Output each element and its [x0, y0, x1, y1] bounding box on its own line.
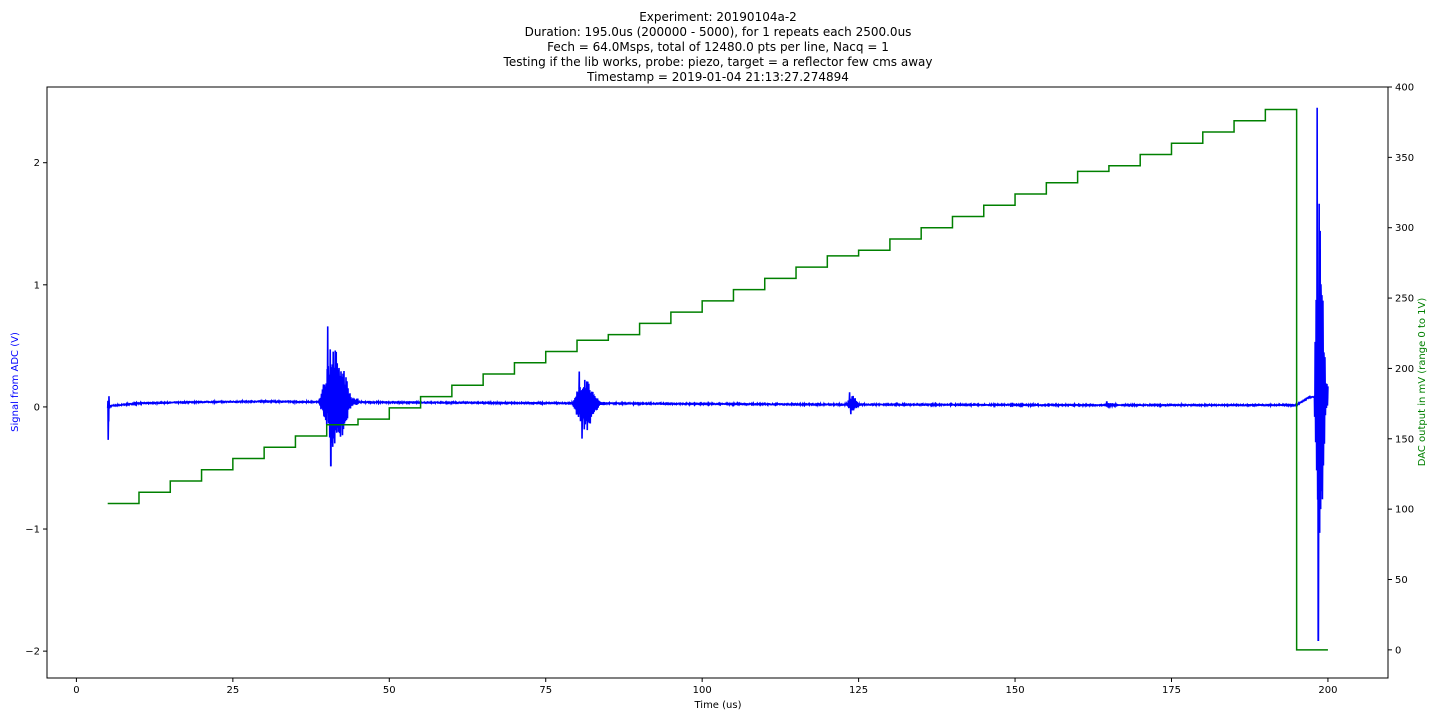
- x-axis-ticks: 0 25 50 75 100 125 150 175 200: [73, 678, 1337, 696]
- title-line-sampling: Fech = 64.0Msps, total of 12480.0 pts pe…: [547, 40, 889, 54]
- x-tick-label: 150: [1006, 685, 1025, 696]
- y-left-tick-label: −1: [25, 525, 40, 536]
- y-right-tick-label: 50: [1395, 575, 1408, 586]
- x-axis-label: Time (us): [693, 700, 741, 711]
- x-tick-label: 125: [849, 685, 868, 696]
- x-tick-label: 200: [1318, 685, 1337, 696]
- y-left-tick-label: 2: [34, 158, 40, 169]
- y-left-tick-label: −2: [25, 647, 40, 658]
- y-right-tick-label: 200: [1395, 364, 1414, 375]
- y-left-axis-label: Signal from ADC (V): [10, 332, 21, 432]
- y-right-tick-label: 250: [1395, 294, 1414, 305]
- y-right-tick-label: 150: [1395, 434, 1414, 445]
- title-line-timestamp: Timestamp = 2019-01-04 21:13:27.274894: [586, 70, 849, 84]
- x-tick-label: 75: [539, 685, 552, 696]
- x-tick-label: 0: [73, 685, 79, 696]
- x-tick-label: 25: [226, 685, 239, 696]
- y-right-tick-label: 400: [1395, 83, 1414, 94]
- title-line-experiment: Experiment: 20190104a-2: [639, 10, 797, 24]
- x-tick-label: 50: [383, 685, 396, 696]
- y-right-tick-label: 350: [1395, 153, 1414, 164]
- adc-signal-line: [106, 107, 1329, 641]
- title-line-description: Testing if the lib works, probe: piezo, …: [503, 55, 933, 69]
- y-left-axis-ticks: −2 −1 0 1 2: [25, 158, 47, 658]
- y-right-tick-label: 300: [1395, 223, 1414, 234]
- x-tick-label: 175: [1162, 685, 1181, 696]
- y-right-axis-ticks: 0 50 100 150 200 250 300 350 400: [1388, 83, 1414, 656]
- y-left-tick-label: 0: [34, 402, 40, 413]
- x-tick-label: 100: [693, 685, 712, 696]
- plot-frame: [46, 86, 1389, 679]
- y-left-tick-label: 1: [34, 280, 40, 291]
- y-right-tick-label: 0: [1395, 645, 1401, 656]
- y-right-tick-label: 100: [1395, 505, 1414, 516]
- plot-series: [106, 107, 1329, 651]
- chart-title: Experiment: 20190104a-2 Duration: 195.0u…: [503, 10, 933, 84]
- y-right-axis-label: DAC output in mV (range 0 to 1V): [1417, 298, 1428, 467]
- title-line-duration: Duration: 195.0us (200000 - 5000), for 1…: [525, 25, 912, 39]
- dac-output-line: [107, 108, 1328, 651]
